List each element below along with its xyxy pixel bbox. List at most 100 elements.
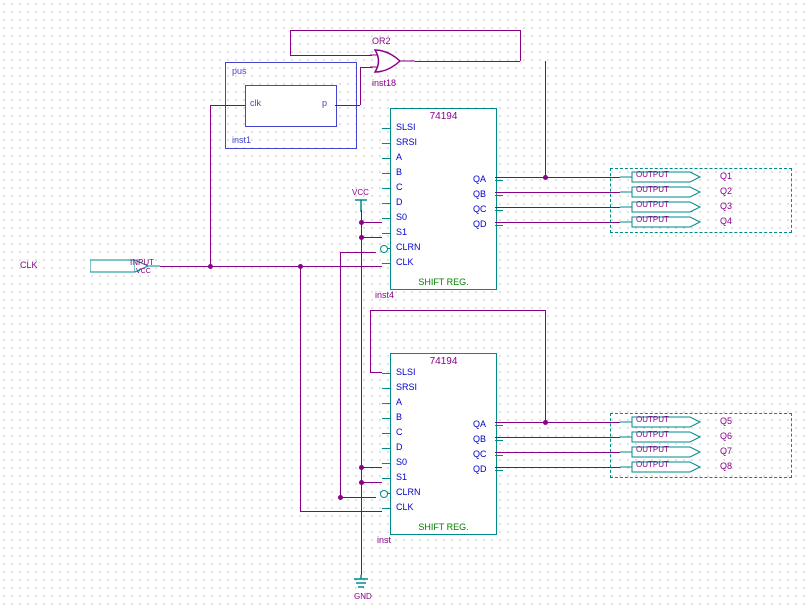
pin-label-c: C [396,427,403,437]
chip2-inst: inst [377,535,391,545]
wire [300,511,382,512]
inversion-bubble [380,245,388,253]
pin-stub [382,403,390,404]
output-label: OUTPUT [636,170,669,179]
chip2-title: 74194 [391,356,496,367]
junction-dot [359,465,364,470]
pin-label-slsi: SLSI [396,122,416,132]
pin-label-s1: S1 [396,472,407,482]
pin-stub [382,158,390,159]
wire [545,61,546,177]
pin-label-qc: QC [473,449,487,459]
wire [495,422,545,423]
pin-label-slsi: SLSI [396,367,416,377]
wire [495,207,620,208]
wire [545,422,620,423]
wire [340,497,376,498]
output-label: OUTPUT [636,185,669,194]
pin-stub [382,508,390,509]
output-name-q3: Q3 [720,201,732,211]
output-name-q7: Q7 [720,446,732,456]
chip1-inst: inst4 [375,290,394,300]
or2-type: OR2 [372,36,391,46]
pus-clk: clk [250,98,261,108]
wire [360,67,372,68]
clk-name: CLK [20,260,38,270]
junction-dot [359,220,364,225]
pin-stub [495,425,503,426]
pin-label-a: A [396,152,402,162]
output-label: OUTPUT [636,200,669,209]
pin-label-clk: CLK [396,502,414,512]
pin-stub [382,203,390,204]
pin-stub [495,440,503,441]
output-name-q4: Q4 [720,216,732,226]
junction-dot [359,480,364,485]
wire [495,467,620,468]
pus-title: pus [232,66,247,76]
pin-label-b: B [396,167,402,177]
wire [290,55,372,56]
pin-stub [495,210,503,211]
pin-label-clrn: CLRN [396,242,421,252]
wire [495,192,620,193]
pin-stub [382,463,390,464]
gnd-symbol [352,575,370,593]
pus-inst: inst1 [232,135,251,145]
wire [370,372,382,373]
wire [361,482,382,483]
pin-label-qd: QD [473,464,487,474]
pin-label-qb: QB [473,189,486,199]
wire [520,30,521,61]
output-label: OUTPUT [636,215,669,224]
junction-dot [208,264,213,269]
pin-stub [382,233,390,234]
pin-stub [495,455,503,456]
pin-stub [382,263,390,264]
chip2-footer: SHIFT REG. [391,522,496,532]
pin-label-clrn: CLRN [396,487,421,497]
pin-stub [382,373,390,374]
gnd-label: GND [354,592,372,601]
pin-label-s1: S1 [396,227,407,237]
wire [210,105,245,106]
wire [495,437,620,438]
pin-stub [495,180,503,181]
pin-label-a: A [396,397,402,407]
inversion-bubble [380,490,388,498]
output-name-q1: Q1 [720,171,732,181]
chip1-footer: SHIFT REG. [391,277,496,287]
wire [545,177,620,178]
wire [415,61,520,62]
pin-stub [382,218,390,219]
pin-label-qc: QC [473,204,487,214]
vcc-label: VCC [352,188,369,197]
wire [360,67,361,105]
wire [300,266,382,267]
wire [361,237,382,238]
output-name-q6: Q6 [720,431,732,441]
pin-stub [382,433,390,434]
clk-vcc-sub: VCC [136,268,151,275]
wire [300,266,301,511]
output-label: OUTPUT [636,445,669,454]
wire [361,222,382,223]
pin-label-qa: QA [473,174,486,184]
pin-label-b: B [396,412,402,422]
pin-label-s0: S0 [396,212,407,222]
pin-stub [382,418,390,419]
wire [370,310,371,372]
wire [370,310,545,311]
wire [495,452,620,453]
pin-stub [382,388,390,389]
wire [210,105,211,266]
wire [290,30,520,31]
wire [361,467,382,468]
pin-stub [495,470,503,471]
wire [361,237,362,575]
or2-gate [370,47,420,79]
pin-label-qa: QA [473,419,486,429]
wire [335,105,360,106]
pin-label-qb: QB [473,434,486,444]
pus-p: p [322,98,327,108]
